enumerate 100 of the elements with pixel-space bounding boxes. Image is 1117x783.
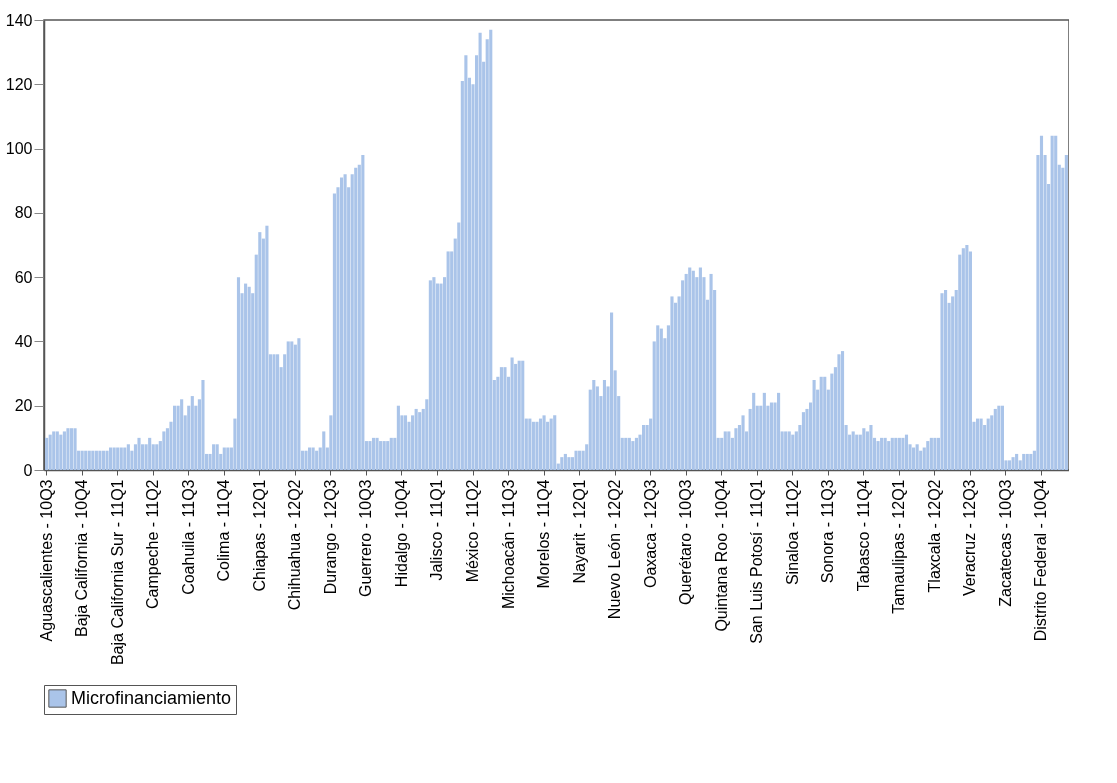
bar bbox=[880, 437, 884, 470]
bar bbox=[201, 380, 205, 470]
x-tick-label: Durango - 12Q3 bbox=[321, 479, 339, 595]
x-tick-label: Distrito Federal - 10Q4 bbox=[1032, 479, 1050, 642]
bar bbox=[126, 444, 130, 470]
bar bbox=[634, 437, 639, 470]
bar bbox=[361, 155, 365, 470]
bar bbox=[162, 431, 166, 470]
bar bbox=[396, 405, 400, 470]
bar bbox=[91, 450, 95, 470]
bar bbox=[308, 447, 312, 470]
bar bbox=[98, 450, 102, 470]
bar bbox=[123, 447, 127, 470]
bar bbox=[1064, 155, 1068, 470]
bar bbox=[190, 396, 194, 470]
bar bbox=[965, 245, 969, 470]
bar bbox=[531, 421, 535, 470]
bar bbox=[432, 277, 436, 470]
bar bbox=[1007, 460, 1012, 470]
bar bbox=[73, 428, 77, 470]
bar bbox=[304, 450, 308, 470]
bar bbox=[709, 273, 713, 470]
bar bbox=[116, 447, 120, 470]
bar bbox=[322, 431, 326, 470]
bar bbox=[368, 441, 372, 470]
bar bbox=[258, 232, 262, 470]
x-tick-label: Nuevo León - 12Q2 bbox=[606, 479, 624, 620]
bar bbox=[549, 418, 553, 470]
bar bbox=[883, 437, 887, 470]
x-tick-label: Coahuila - 11Q3 bbox=[179, 479, 197, 595]
bar bbox=[819, 376, 823, 470]
bar bbox=[286, 341, 290, 470]
x-tick-label: San Luis Potosí - 11Q1 bbox=[748, 479, 766, 644]
bar bbox=[698, 267, 702, 470]
y-tick-label: 20 bbox=[14, 397, 33, 415]
bar bbox=[538, 418, 543, 470]
x-tick-label: Zacatecas - 10Q3 bbox=[996, 479, 1014, 607]
bar bbox=[265, 225, 269, 470]
bar bbox=[869, 425, 873, 470]
bar bbox=[578, 450, 582, 470]
legend-label: Microfinanciamiento bbox=[71, 687, 232, 708]
bar bbox=[574, 450, 578, 470]
bar bbox=[1011, 457, 1015, 470]
bar bbox=[105, 450, 109, 470]
bar bbox=[762, 392, 766, 470]
bar bbox=[94, 450, 98, 470]
bar bbox=[339, 177, 344, 470]
bar bbox=[1000, 405, 1004, 470]
bar bbox=[226, 447, 230, 470]
bar bbox=[48, 434, 52, 470]
bar bbox=[933, 437, 937, 470]
bar bbox=[59, 434, 63, 470]
bar bbox=[101, 450, 106, 470]
bar bbox=[66, 428, 70, 470]
x-tick-label: Nayarit - 12Q1 bbox=[570, 479, 588, 584]
x-tick-label: Baja California - 10Q4 bbox=[73, 479, 91, 637]
bar bbox=[940, 293, 944, 470]
bar bbox=[769, 402, 774, 470]
bar bbox=[244, 283, 248, 470]
x-tick-label: Michoacán - 11Q3 bbox=[499, 479, 517, 610]
bar bbox=[55, 431, 59, 470]
y-tick-label: 120 bbox=[5, 75, 33, 93]
x-tick-label: Aguascalientes - 10Q3 bbox=[37, 479, 55, 642]
bar bbox=[791, 434, 795, 470]
bar bbox=[446, 251, 450, 470]
x-tick-label: Morelos - 11Q4 bbox=[535, 479, 553, 589]
bar bbox=[1022, 453, 1026, 470]
bar bbox=[659, 328, 663, 470]
y-tick-label: 40 bbox=[14, 332, 33, 350]
bar bbox=[784, 431, 788, 470]
bar bbox=[69, 428, 74, 470]
bar bbox=[944, 290, 948, 470]
bar bbox=[45, 437, 49, 470]
bar bbox=[80, 450, 84, 470]
bar bbox=[641, 425, 646, 470]
y-tick-label: 80 bbox=[14, 204, 33, 222]
bar bbox=[801, 412, 805, 470]
bar bbox=[1039, 135, 1044, 470]
x-tick-label: Guerrero - 10Q3 bbox=[357, 479, 375, 597]
bar bbox=[627, 437, 631, 470]
bar bbox=[610, 312, 614, 470]
bar bbox=[851, 431, 855, 470]
bar bbox=[688, 267, 692, 470]
bar bbox=[741, 415, 745, 470]
bar bbox=[563, 453, 567, 470]
x-tick-label: Quintana Roo - 10Q4 bbox=[712, 479, 730, 632]
bar bbox=[912, 447, 916, 470]
bar bbox=[297, 338, 301, 470]
bar bbox=[560, 457, 564, 470]
bar bbox=[986, 418, 990, 470]
bar bbox=[624, 437, 628, 470]
bar bbox=[236, 277, 241, 470]
bar bbox=[887, 441, 891, 470]
bar bbox=[52, 431, 56, 470]
bar bbox=[727, 431, 731, 470]
bar bbox=[499, 367, 503, 470]
bar bbox=[840, 351, 845, 470]
bar bbox=[901, 437, 905, 470]
x-tick-label: Sonora - 11Q3 bbox=[819, 479, 837, 584]
x-tick-label: Tamaulipas - 12Q1 bbox=[890, 479, 908, 614]
